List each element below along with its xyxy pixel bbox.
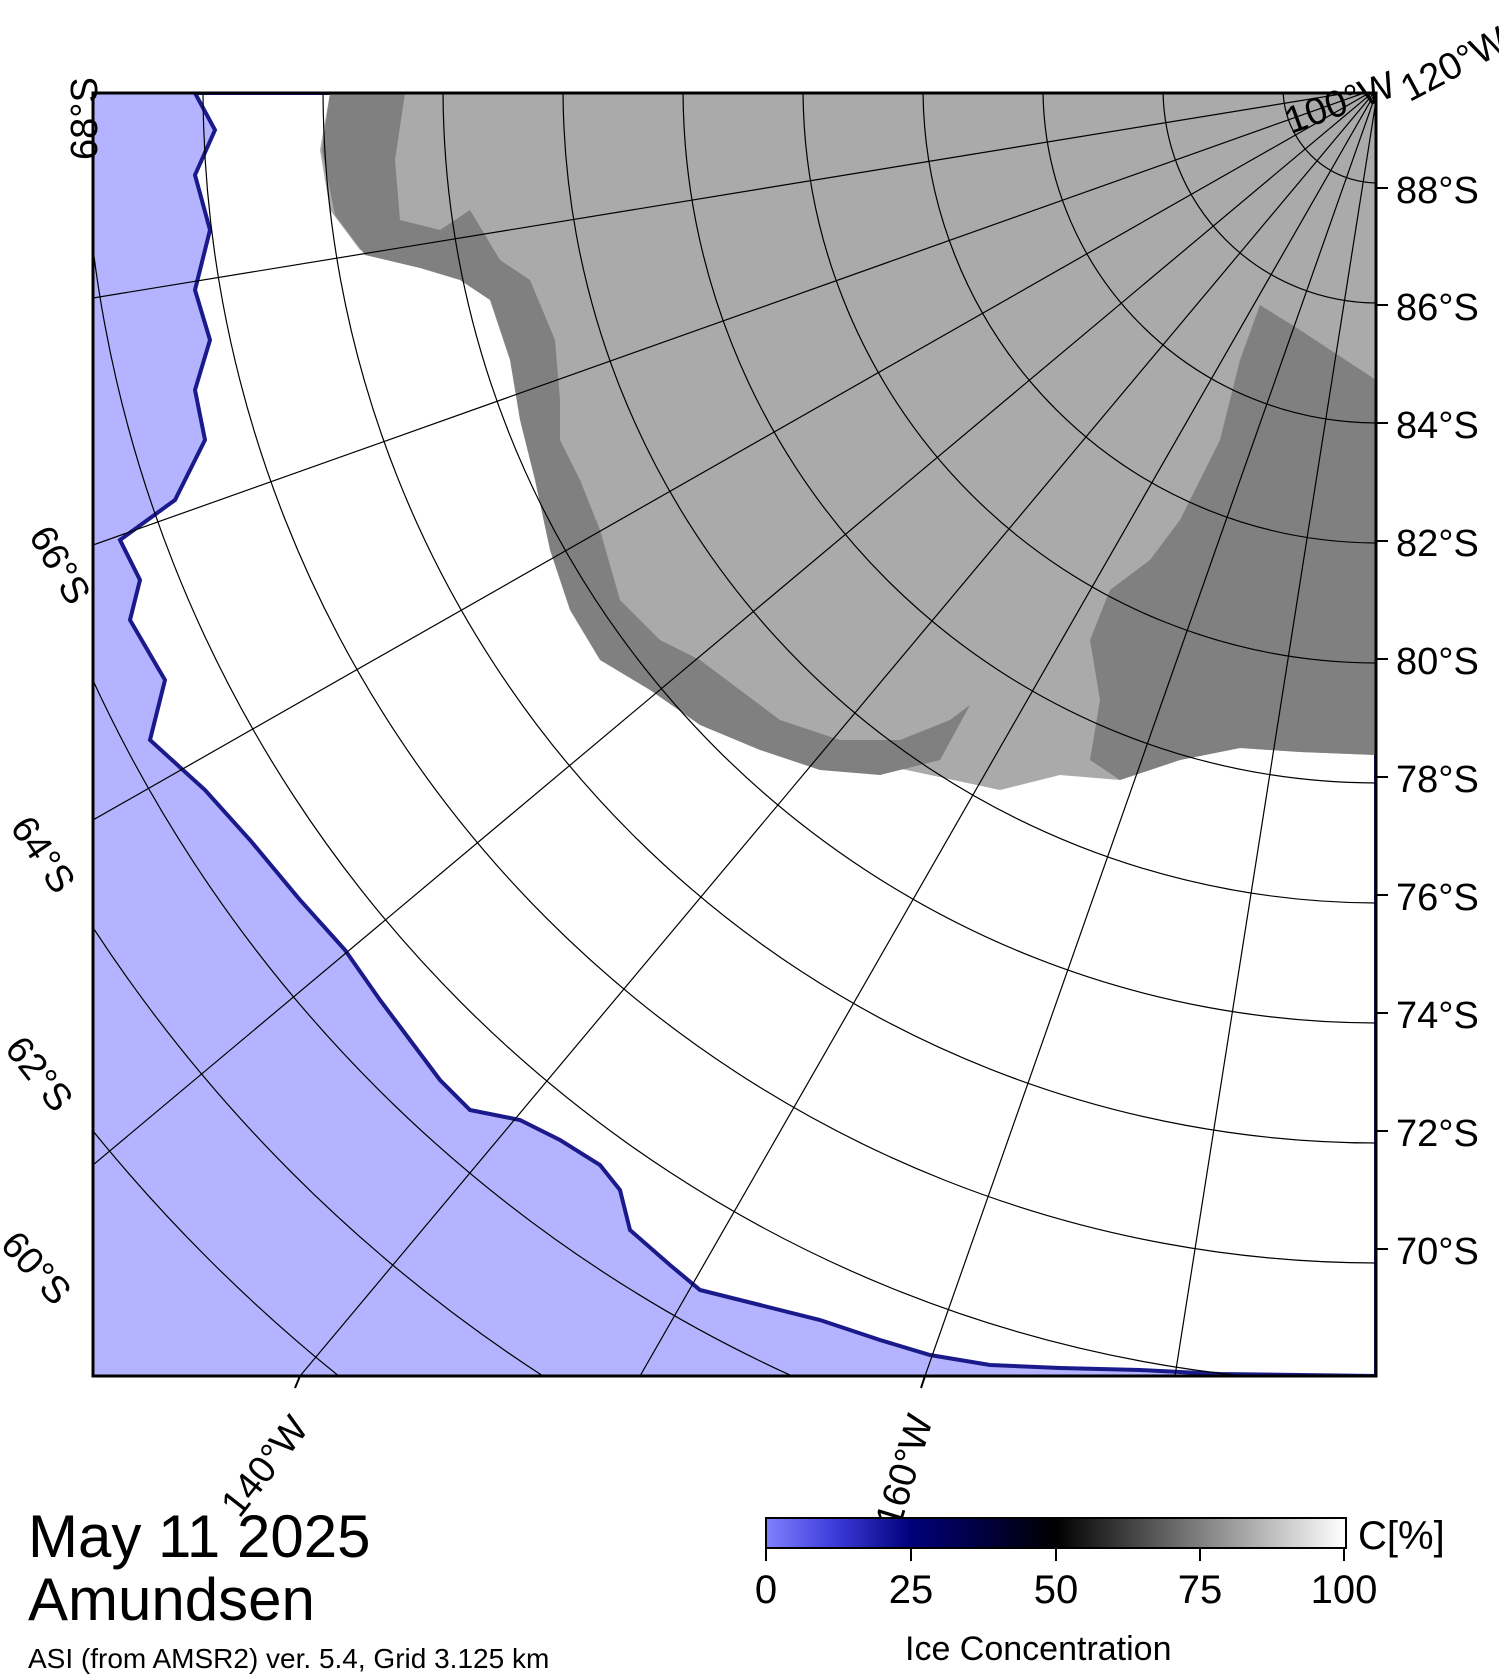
map-date: May 11 2025 [28, 1503, 371, 1570]
colorbar-tick-label-50: 50 [1033, 1568, 1079, 1612]
ice-shelf [322, 93, 970, 775]
map-ticks [294, 187, 1388, 1389]
colorbar-title: Ice Concentration [905, 1630, 1172, 1668]
lat-label-84S: 84°S [1396, 405, 1479, 447]
colorbar-unit: C[%] [1358, 1514, 1445, 1558]
colorbar-tick [910, 1549, 912, 1561]
lat-label-70S: 70°S [1396, 1231, 1479, 1273]
lat-label-88S: 88°S [1396, 170, 1479, 212]
map-frame [91, 91, 1378, 1378]
lat-label-68S: 68°S [64, 77, 106, 160]
colorbar-tick-label-0: 0 [754, 1568, 778, 1612]
region-name: Amundsen [28, 1566, 315, 1633]
colorbar-tick [1343, 1549, 1345, 1561]
lat-label-82S: 82°S [1396, 523, 1479, 565]
lat-label-76S: 76°S [1396, 877, 1479, 919]
lat-label-72S: 72°S [1396, 1113, 1479, 1155]
colorbar-tick-label-25: 25 [888, 1568, 934, 1612]
lat-label-86S: 86°S [1396, 287, 1479, 329]
lat-label-80S: 80°S [1396, 641, 1479, 683]
data-credit: ASI (from AMSR2) ver. 5.4, Grid 3.125 km [28, 1643, 550, 1674]
lat-label-74S: 74°S [1396, 995, 1479, 1037]
colorbar-tick-label-75: 75 [1177, 1568, 1223, 1612]
colorbar-tick [1199, 1549, 1201, 1561]
ross-ice-shelf [1090, 305, 1376, 780]
colorbar-tick-label-100: 100 [1310, 1568, 1378, 1612]
lat-label-78S: 78°S [1396, 759, 1479, 801]
colorbar-tick [1055, 1549, 1057, 1561]
colorbar [765, 1517, 1347, 1549]
colorbar-tick [765, 1549, 767, 1561]
